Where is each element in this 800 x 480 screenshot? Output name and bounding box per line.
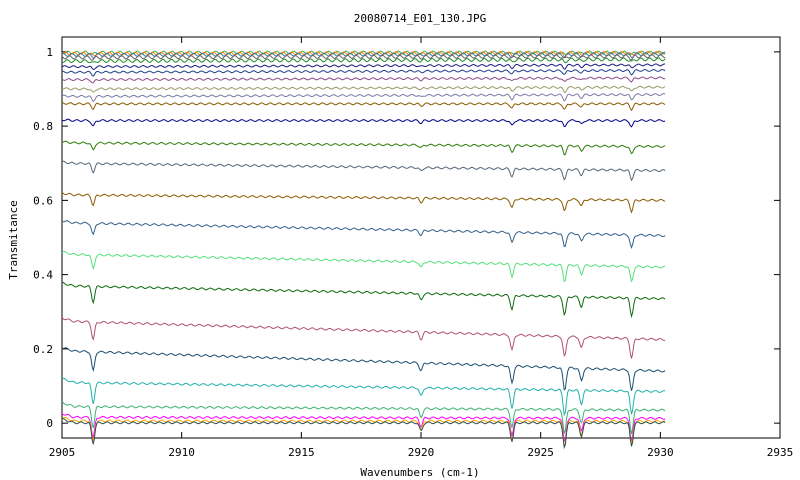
series-line — [61, 401, 666, 435]
series-line — [61, 76, 666, 84]
x-tick-label: 2905 — [49, 446, 76, 459]
series-line — [61, 101, 666, 112]
y-axis-label: Transmitance — [7, 200, 20, 279]
series-line — [61, 93, 666, 103]
series-line — [61, 118, 666, 128]
series-line — [61, 413, 666, 443]
x-tick-label: 2935 — [767, 446, 794, 459]
x-tick-label: 2915 — [288, 446, 315, 459]
series-line — [61, 192, 666, 214]
series-line — [61, 377, 666, 417]
x-axis-label: Wavenumbers (cm-1) — [360, 466, 479, 479]
series-group — [61, 50, 666, 450]
y-tick-label: 0.4 — [33, 269, 53, 282]
series-line — [61, 347, 666, 391]
series-line — [61, 63, 666, 71]
series-line — [61, 140, 666, 156]
series-line — [61, 317, 666, 359]
y-tick-label: 1 — [46, 46, 53, 59]
y-tick-label: 0.8 — [33, 120, 53, 133]
chart-title: 20080714_E01_130.JPG — [354, 12, 486, 25]
series-line — [61, 50, 666, 56]
x-tick-label: 2910 — [168, 446, 195, 459]
series-line — [61, 220, 666, 249]
series-line — [61, 160, 666, 182]
series-line — [61, 416, 666, 447]
series-line — [61, 281, 666, 319]
series-line — [61, 54, 666, 61]
series-line — [61, 251, 666, 283]
series-line — [61, 417, 666, 450]
plot-frame — [61, 36, 781, 439]
y-tick-label: 0 — [46, 417, 53, 430]
axis-ticks: 2905 2910 2915 2920 2925 2930 2935 0 0.2 0.4 0.6 0.… — [33, 37, 793, 459]
y-tick-label: 0.6 — [33, 194, 53, 207]
series-line — [61, 85, 666, 93]
series-line — [61, 57, 666, 64]
y-tick-label: 0.2 — [33, 343, 53, 356]
x-tick-label: 2930 — [647, 446, 674, 459]
x-tick-label: 2920 — [408, 446, 435, 459]
series-line — [62, 68, 666, 77]
x-tick-label: 2925 — [527, 446, 554, 459]
